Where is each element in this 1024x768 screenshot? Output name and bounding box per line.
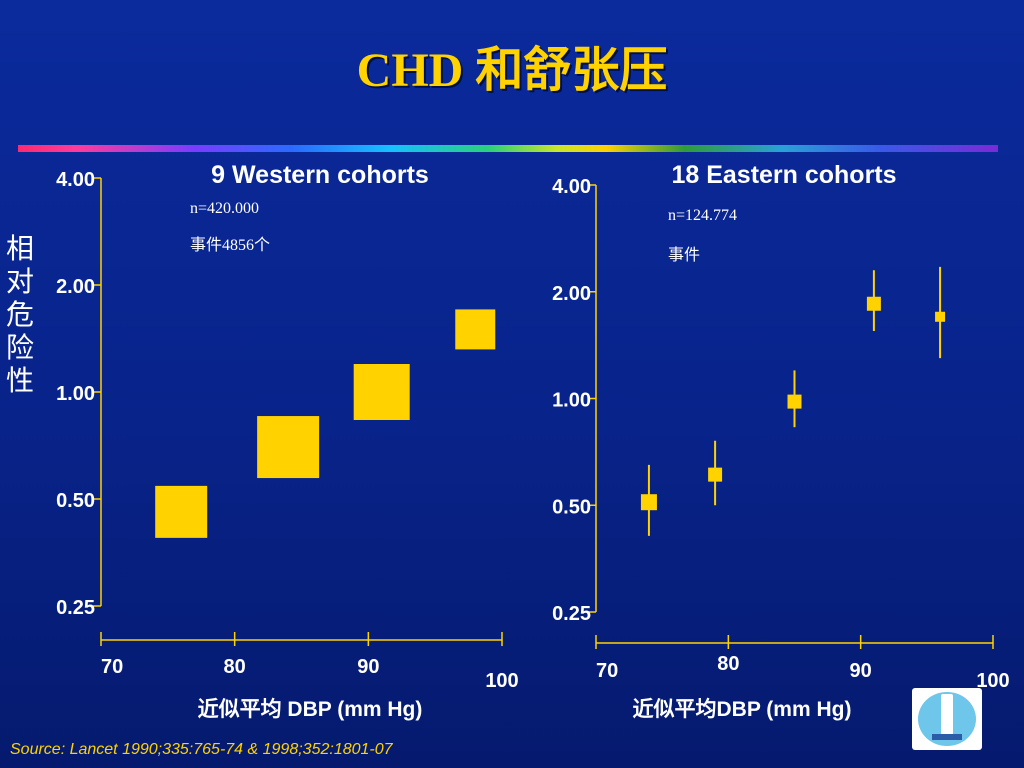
data-point (257, 416, 320, 479)
x-tick-label: 100 (485, 670, 518, 692)
chart-annotation: 事件 (668, 246, 700, 264)
rainbow-divider (18, 145, 998, 152)
institution-logo (912, 688, 982, 750)
x-tick-label: 90 (357, 656, 379, 678)
y-tick-label: 0.50 (56, 490, 95, 512)
chart-title: 18 Eastern cohorts (671, 161, 896, 189)
data-point (787, 394, 802, 409)
logo-tower (941, 694, 953, 738)
chart-annotation: 事件4856个 (190, 236, 270, 254)
y-axis-label-char: 险 (6, 331, 34, 364)
y-tick-label: 2.00 (552, 283, 591, 305)
y-axis-label-char: 相 (6, 232, 34, 265)
x-axis-label: 近似平均DBP (mm Hg) (633, 697, 852, 721)
data-point (935, 311, 946, 322)
x-tick-label: 100 (976, 670, 1009, 692)
data-point (353, 364, 410, 420)
logo-band (932, 734, 962, 740)
chart-annotation: n=420.000 (190, 200, 259, 217)
y-tick-label: 4.00 (56, 169, 95, 191)
data-point (455, 309, 496, 350)
y-axis-label-char: 对 (6, 265, 34, 298)
page-title: CHD 和舒张压 (356, 44, 668, 97)
source-citation: Source: Lancet 1990;335:765-74 & 1998;35… (10, 741, 393, 758)
x-tick-label: 70 (596, 660, 618, 682)
x-tick-label: 80 (717, 653, 739, 675)
y-tick-label: 1.00 (552, 390, 591, 412)
x-tick-label: 80 (224, 656, 246, 678)
x-tick-label: 70 (101, 656, 123, 678)
y-axis-label-char: 性 (6, 364, 34, 397)
chart-title: 9 Western cohorts (211, 161, 429, 189)
y-tick-label: 0.25 (56, 597, 95, 619)
y-axis-label-char: 危 (6, 298, 34, 331)
y-tick-label: 0.25 (552, 603, 591, 625)
data-point (155, 485, 208, 538)
data-point (708, 467, 723, 482)
chart-annotation: n=124.774 (668, 207, 737, 224)
y-tick-label: 1.00 (56, 383, 95, 405)
x-axis-label: 近似平均 DBP (mm Hg) (198, 697, 423, 721)
y-tick-label: 2.00 (56, 276, 95, 298)
y-tick-label: 4.00 (552, 176, 591, 198)
x-tick-label: 90 (850, 660, 872, 682)
y-tick-label: 0.50 (552, 496, 591, 518)
data-point (866, 296, 881, 311)
data-point (640, 494, 657, 511)
